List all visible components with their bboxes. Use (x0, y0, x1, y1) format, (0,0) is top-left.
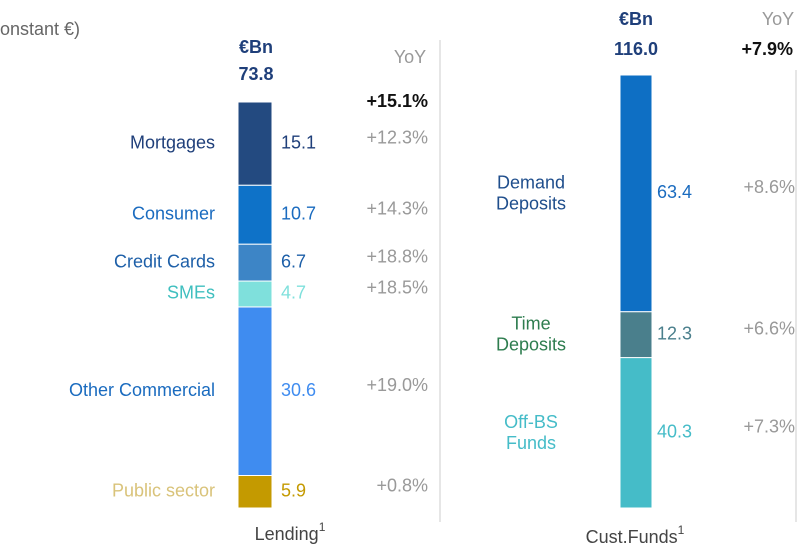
segment-label: Consumer (132, 203, 215, 223)
total-yoy: +15.1% (366, 91, 428, 111)
value-label: 30.6 (281, 380, 316, 400)
yoy-label: +18.8% (366, 246, 428, 266)
value-label: 15.1 (281, 132, 316, 152)
bar-segment (237, 306, 273, 476)
yoy-label: +0.8% (376, 475, 428, 495)
bar-segment (237, 243, 273, 282)
segment-label-line: Time (511, 313, 550, 333)
category-label: Cust.Funds1 (586, 523, 685, 547)
segment-label: SMEs (167, 283, 215, 303)
total-label: 73.8 (238, 64, 273, 84)
yoy-label: +19.0% (366, 375, 428, 395)
segment-label: Other Commercial (69, 380, 215, 400)
segment-label-line: Demand (497, 172, 565, 192)
value-label: 40.3 (657, 422, 692, 442)
total-label: 116.0 (614, 39, 658, 59)
bar-segment (237, 101, 273, 186)
unit-header: €Bn (619, 9, 653, 29)
value-label: 6.7 (281, 251, 306, 271)
bar-segment (237, 184, 273, 245)
yoy-label: +7.3% (743, 417, 795, 437)
category-label: Lending1 (255, 520, 326, 544)
yoy-header: YoY (762, 9, 794, 29)
bar-segment (237, 474, 273, 509)
segment-label-line: Off-BS (504, 412, 558, 432)
yoy-label: +12.3% (366, 127, 428, 147)
value-label: 63.4 (657, 182, 692, 202)
yoy-label: +8.6% (743, 177, 795, 197)
yoy-header: YoY (394, 47, 426, 67)
segment-label: Time Deposits (496, 313, 566, 354)
category-name: Lending (255, 524, 319, 544)
category-name: Cust.Funds (586, 527, 678, 547)
bar-segment (619, 74, 653, 313)
yoy-label: +14.3% (366, 198, 428, 218)
segment-label: Demand Deposits (496, 172, 566, 213)
footnote: 1 (319, 520, 326, 534)
yoy-label: +18.5% (366, 278, 428, 298)
value-label: 5.9 (281, 480, 306, 500)
bar-segment (619, 311, 653, 359)
segment-label-line: Funds (506, 433, 556, 453)
segment-label: Public sector (112, 480, 215, 500)
bar-segment (237, 280, 273, 308)
subtitle: onstant €) (0, 19, 80, 39)
segment-label: Credit Cards (114, 251, 215, 271)
total-yoy: +7.9% (741, 39, 793, 59)
segment-label-line: Deposits (496, 334, 566, 354)
value-label: 4.7 (281, 283, 306, 303)
value-label: 10.7 (281, 203, 316, 223)
unit-header: €Bn (239, 37, 273, 57)
yoy-label: +6.6% (743, 318, 795, 338)
value-label: 12.3 (657, 323, 692, 343)
segment-label: Off-BS Funds (504, 412, 558, 453)
footnote: 1 (678, 523, 685, 537)
segment-label-line: Deposits (496, 193, 566, 213)
segment-label: Mortgages (130, 132, 215, 152)
bar-segment (619, 357, 653, 509)
